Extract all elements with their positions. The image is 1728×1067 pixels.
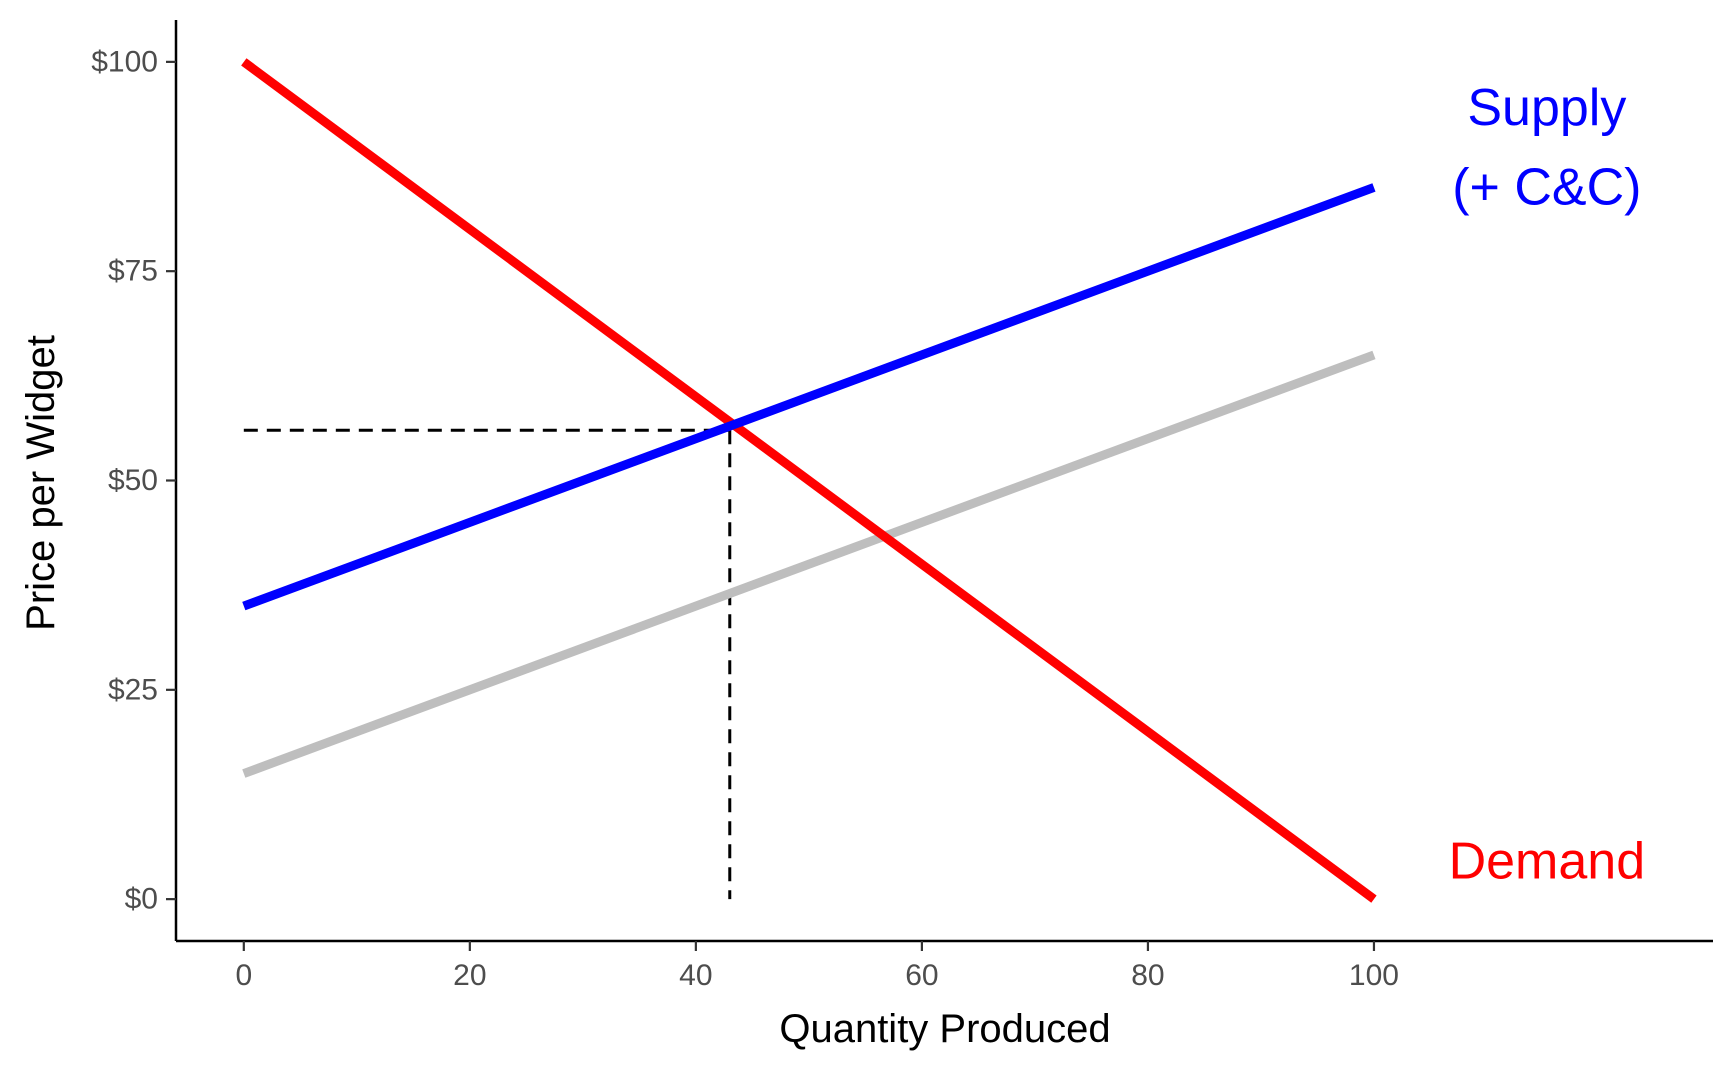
x-tick-label: 80 <box>1131 959 1164 992</box>
plot-area: Supply (+ C&C) Demand <box>241 58 1646 903</box>
y-tick-label: $100 <box>91 45 158 78</box>
series-line-supply-base <box>242 350 1376 778</box>
label-supply-line2: (+ C&C) <box>1452 158 1641 216</box>
y-tick-label: $25 <box>108 673 158 706</box>
series-line-demand <box>241 58 1377 903</box>
x-tick-label: 40 <box>679 959 712 992</box>
label-supply-line1: Supply <box>1467 79 1626 137</box>
x-axis-title: Quantity Produced <box>779 1007 1110 1051</box>
x-tick-label: 0 <box>235 959 252 992</box>
x-tick-label: 100 <box>1349 959 1399 992</box>
y-axis-title: Price per Widget <box>19 335 63 631</box>
y-tick-label: $75 <box>108 255 158 288</box>
series-line-supply-cc <box>242 183 1376 611</box>
x-tick-label: 20 <box>453 959 486 992</box>
x-tick-label: 60 <box>905 959 938 992</box>
axes: 0 20 40 60 80 100 $0 $25 $50 $75 $100 <box>91 20 1713 992</box>
y-tick-label: $50 <box>108 464 158 497</box>
label-demand-label: Demand <box>1449 832 1646 890</box>
y-tick-label: $0 <box>125 883 158 916</box>
